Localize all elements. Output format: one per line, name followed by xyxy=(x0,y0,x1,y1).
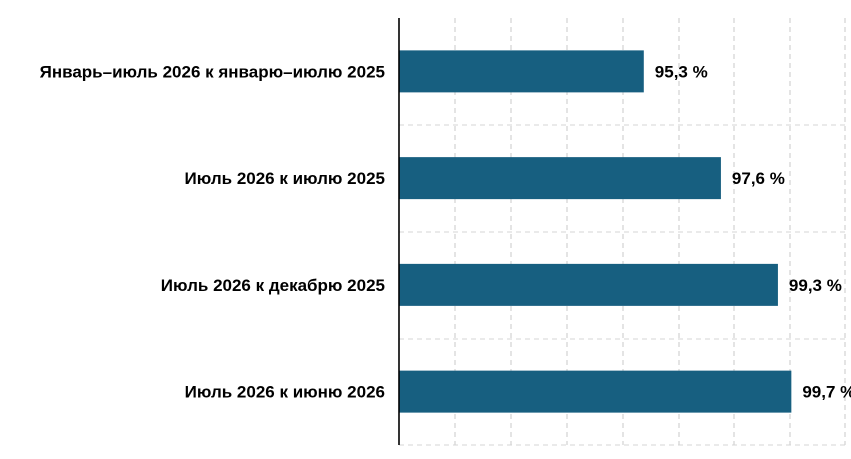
category-label: Июль 2026 к декабрю 2025 xyxy=(161,276,385,295)
bar xyxy=(399,50,644,93)
bars xyxy=(399,50,792,413)
bar-value-label: 95,3 % xyxy=(655,62,708,81)
bar xyxy=(399,157,721,200)
category-label: Июль 2026 к июлю 2025 xyxy=(185,169,385,188)
bar-value-label: 99,7 % xyxy=(802,383,851,402)
bar xyxy=(399,370,792,413)
category-labels: Январь–июль 2026 к январю–июлю 2025 Июль … xyxy=(40,62,385,401)
category-label: Июль 2026 к июню 2026 xyxy=(185,383,385,402)
value-labels: 95,3 % 97,6 % 99,3 % 99,7 % xyxy=(655,62,851,401)
bar xyxy=(399,263,778,306)
bar-value-label: 97,6 % xyxy=(732,169,785,188)
bar-value-label: 99,3 % xyxy=(789,276,842,295)
category-label: Январь–июль 2026 к январю–июлю 2025 xyxy=(40,62,385,81)
